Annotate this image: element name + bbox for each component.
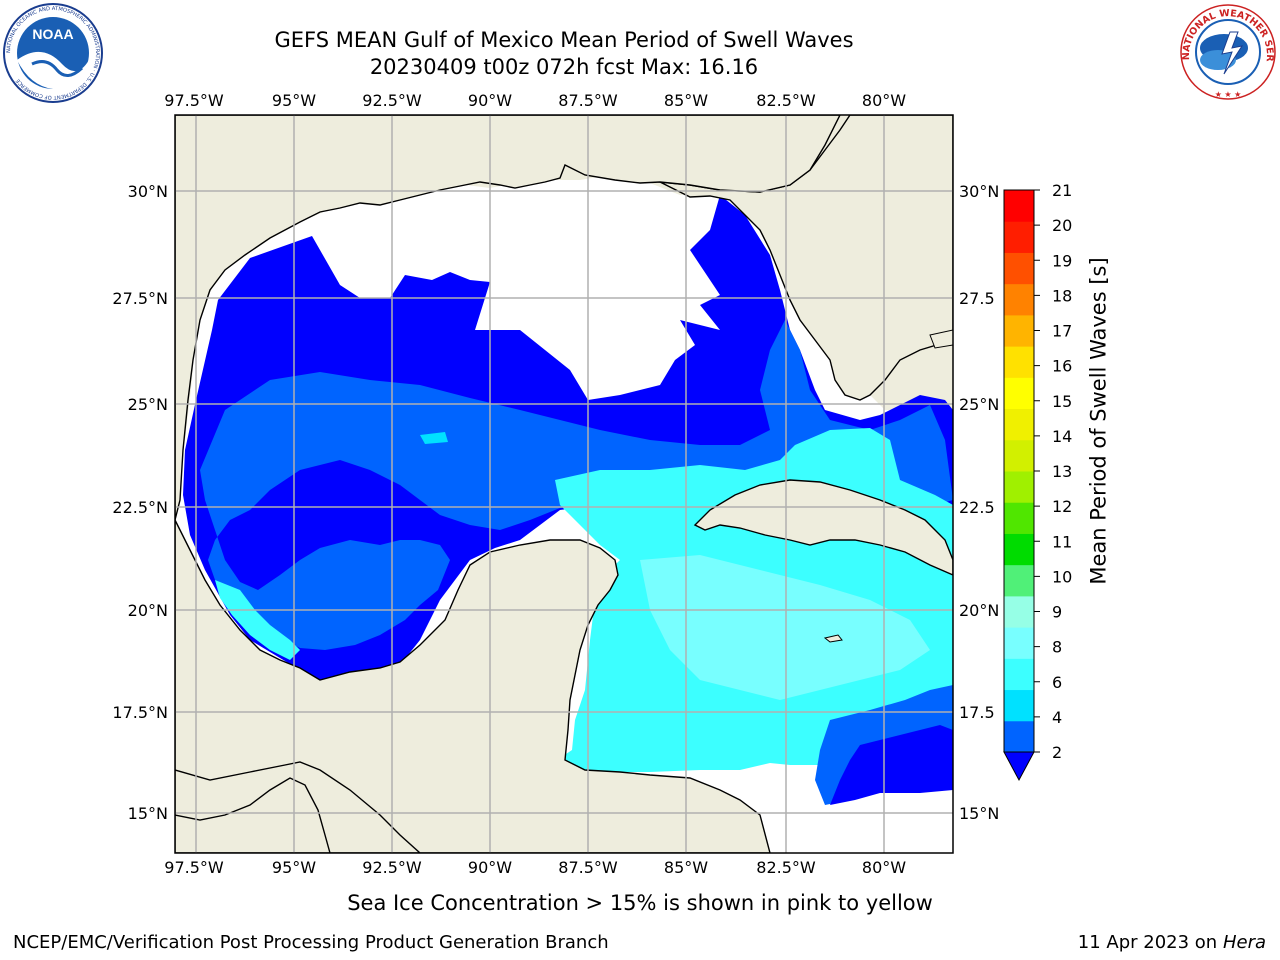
colorbar-segment bbox=[1004, 658, 1034, 691]
land-us-gulf-coast bbox=[175, 115, 841, 521]
colorbar-segment bbox=[1004, 564, 1034, 597]
lat-tick-right: 30°N bbox=[959, 182, 999, 201]
plot-subtitle: 20230409 t00z 072h fcst Max: 16.16 bbox=[369, 55, 759, 79]
lon-tick-bottom: 82.5°W bbox=[756, 858, 816, 877]
lat-tick-left: 22.5°N bbox=[112, 498, 168, 517]
colorbar-tick-label: 20 bbox=[1052, 216, 1072, 235]
lon-tick-bottom: 87.5°W bbox=[558, 858, 618, 877]
sea-ice-note: Sea Ice Concentration > 15% is shown in … bbox=[0, 891, 1280, 915]
lat-tick-left: 15°N bbox=[128, 804, 168, 823]
lon-tick-top: 97.5°W bbox=[164, 91, 224, 110]
colorbar-tick-label: 9 bbox=[1052, 603, 1062, 622]
land-mexico-yucatan bbox=[175, 519, 771, 853]
colorbar-tick-label: 18 bbox=[1052, 286, 1072, 305]
colorbar-tick-label: 13 bbox=[1052, 462, 1072, 481]
lat-tick-right: 15°N bbox=[959, 804, 999, 823]
colorbar-tick-label: 19 bbox=[1052, 251, 1072, 270]
plot-title: GEFS MEAN Gulf of Mexico Mean Period of … bbox=[274, 28, 854, 52]
colorbar-tick-label: 8 bbox=[1052, 638, 1062, 657]
lon-tick-bottom: 90°W bbox=[468, 858, 512, 877]
colorbar-segment bbox=[1004, 595, 1034, 628]
svg-text:NOAA: NOAA bbox=[32, 26, 73, 42]
lat-tick-left: 20°N bbox=[128, 601, 168, 620]
lon-tick-bottom: 95°W bbox=[272, 858, 316, 877]
swell-band-cyan-strip bbox=[420, 432, 448, 444]
lon-axis-bottom: 97.5°W 95°W 92.5°W 90°W 87.5°W 85°W 82.5… bbox=[164, 858, 906, 877]
lon-tick-top: 85°W bbox=[664, 91, 708, 110]
lon-tick-top: 82.5°W bbox=[756, 91, 816, 110]
lon-tick-top: 95°W bbox=[272, 91, 316, 110]
colorbar-segment bbox=[1004, 720, 1034, 753]
lat-tick-right: 22.5 bbox=[959, 498, 995, 517]
colorbar-tick-label: 4 bbox=[1052, 708, 1062, 727]
colorbar-ticks: 21 20 19 18 17 16 15 14 13 12 11 10 9 8 6 4 2 bbox=[1034, 181, 1072, 762]
colorbar-tick-label: 12 bbox=[1052, 497, 1072, 516]
lon-tick-bottom: 80°W bbox=[862, 858, 906, 877]
map-gridlines bbox=[175, 115, 953, 853]
lat-tick-left: 25°N bbox=[128, 395, 168, 414]
colorbar-segment bbox=[1004, 377, 1034, 410]
lon-tick-bottom: 85°W bbox=[664, 858, 708, 877]
lat-tick-right: 27.5 bbox=[959, 289, 995, 308]
lon-tick-top: 90°W bbox=[468, 91, 512, 110]
lon-tick-bottom: 92.5°W bbox=[362, 858, 422, 877]
lat-axis-right: 30°N 27.5 25°N 22.5 20°N 17.5 15°N bbox=[959, 182, 999, 823]
nws-logo: NATIONAL WEATHER SERVICE ★ ★ ★ bbox=[1178, 2, 1276, 100]
colorbar-segment bbox=[1004, 471, 1034, 503]
svg-text:★ ★ ★: ★ ★ ★ bbox=[1215, 90, 1242, 99]
colorbar-segment bbox=[1004, 627, 1034, 659]
colorbar-tick-label: 15 bbox=[1052, 392, 1072, 411]
colorbar-segment bbox=[1004, 346, 1034, 378]
colorbar-tick-label: 11 bbox=[1052, 532, 1072, 551]
colorbar-segment bbox=[1004, 252, 1034, 285]
colorbar-tick-label: 17 bbox=[1052, 322, 1072, 341]
colorbar-tick-label: 6 bbox=[1052, 673, 1062, 692]
colorbar-segment bbox=[1004, 283, 1034, 316]
footer-credit: NCEP/EMC/Verification Post Processing Pr… bbox=[13, 932, 609, 953]
colorbar-label: Mean Period of Swell Waves [s] bbox=[1086, 257, 1111, 585]
lon-tick-top: 80°W bbox=[862, 91, 906, 110]
land-jamaica bbox=[823, 634, 843, 643]
colorbar-segment bbox=[1004, 439, 1034, 472]
lat-tick-left: 17.5°N bbox=[112, 703, 168, 722]
swell-band-8-9s bbox=[640, 555, 930, 700]
noaa-logo: NOAA NATIONAL OCEANIC AND ATMOSPHERIC AD… bbox=[3, 3, 103, 103]
sea-ice-note-text: Sea Ice Concentration > 15% is shown in … bbox=[347, 891, 933, 915]
colorbar-tick-label: 14 bbox=[1052, 427, 1072, 446]
colorbar-tick-label: 21 bbox=[1052, 181, 1072, 200]
colorbar-segment bbox=[1004, 533, 1034, 566]
lat-axis-left: 30°N 27.5°N 25°N 22.5°N 20°N 17.5°N 15°N bbox=[112, 182, 168, 823]
colorbar bbox=[1003, 189, 1035, 782]
colorbar-segment bbox=[1004, 190, 1034, 222]
lat-tick-right: 25°N bbox=[959, 395, 999, 414]
lat-tick-left: 27.5°N bbox=[112, 289, 168, 308]
lat-tick-right: 17.5 bbox=[959, 703, 995, 722]
colorbar-segment bbox=[1004, 408, 1034, 441]
lon-axis-top: 97.5°W 95°W 92.5°W 90°W 87.5°W 85°W 82.5… bbox=[164, 91, 906, 110]
colorbar-extend-arrow bbox=[1003, 751, 1035, 782]
land-cuba bbox=[693, 479, 953, 576]
map-frame bbox=[174, 114, 954, 854]
lat-tick-left: 30°N bbox=[128, 182, 168, 201]
colorbar-tick-label: 2 bbox=[1052, 743, 1062, 762]
colorbar-segment bbox=[1004, 314, 1034, 347]
lat-tick-right: 20°N bbox=[959, 601, 999, 620]
colorbar-segment bbox=[1004, 689, 1034, 722]
map-area bbox=[175, 115, 953, 853]
colorbar-segment bbox=[1004, 221, 1034, 253]
lon-tick-bottom: 97.5°W bbox=[164, 858, 224, 877]
colorbar-tick-label: 10 bbox=[1052, 567, 1072, 586]
colorbar-tick-label: 16 bbox=[1052, 357, 1072, 376]
colorbar-segment bbox=[1004, 502, 1034, 534]
land-bahamas bbox=[929, 329, 953, 349]
lon-tick-top: 92.5°W bbox=[362, 91, 422, 110]
swell-band-se-caribbean-deep bbox=[830, 725, 953, 805]
footer-host: Hera bbox=[1222, 932, 1266, 953]
footer-date: 11 Apr 2023 on Hera bbox=[1078, 932, 1266, 953]
swell-band-gulf-cyan-patch bbox=[215, 580, 300, 660]
lon-tick-top: 87.5°W bbox=[558, 91, 618, 110]
footer-date-text: 11 Apr 2023 on bbox=[1077, 932, 1223, 953]
